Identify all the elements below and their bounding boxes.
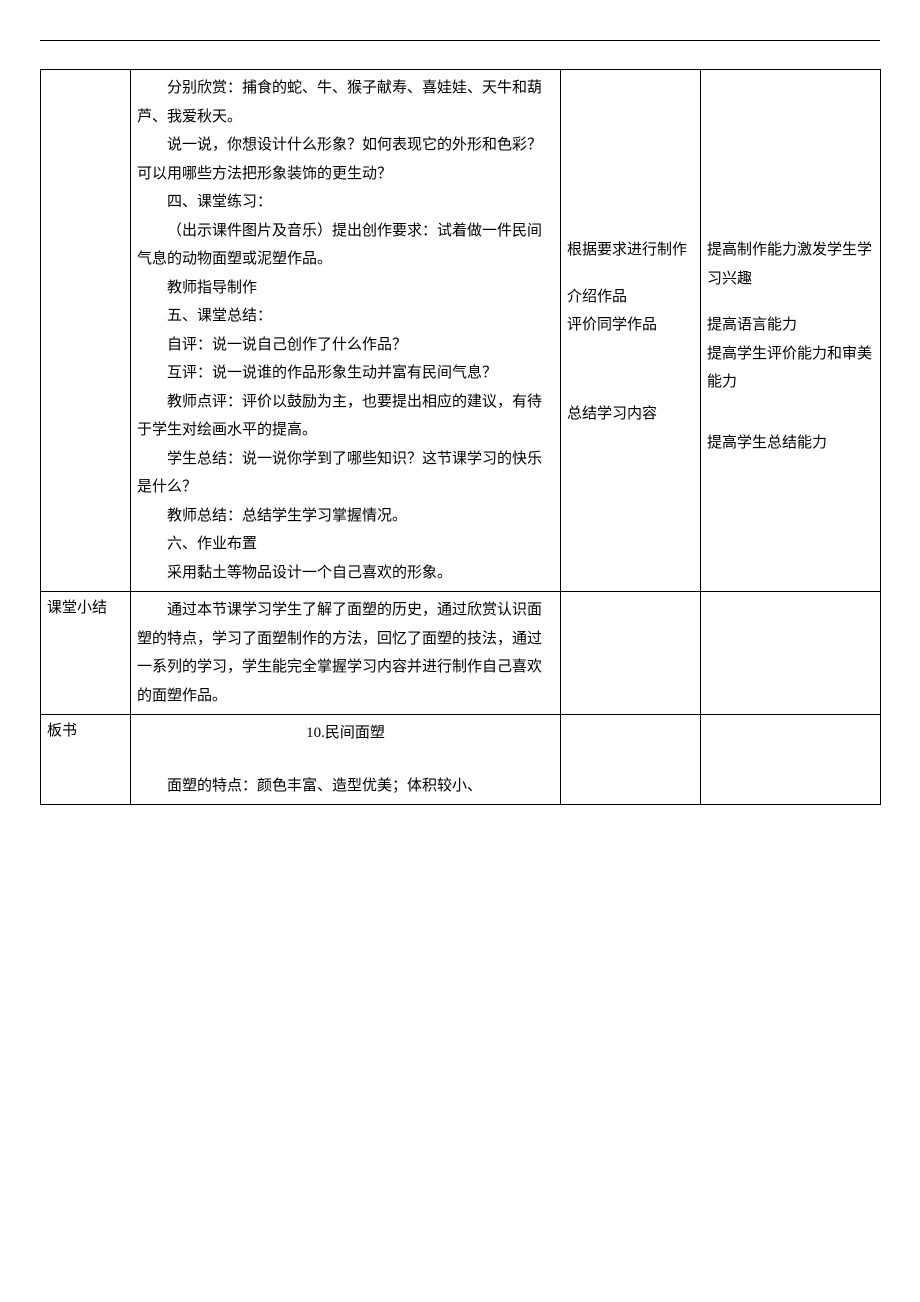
text: 教师指导制作 (137, 274, 554, 303)
table-row: 课堂小结 通过本节课学习学生了解了面塑的历史，通过欣赏认识面塑的特点，学习了面塑… (41, 592, 881, 715)
board-label: 板书 (41, 715, 131, 805)
text: 10.民间面塑 (306, 725, 385, 741)
text: 提高制作能力激发学生学习兴趣 (707, 236, 874, 293)
spacer (567, 340, 694, 358)
board-col3 (561, 715, 701, 805)
text: 互评：说一说谁的作品形象生动并富有民间气息？ (167, 365, 497, 381)
board-col4 (701, 715, 881, 805)
text: 总结学习内容 (567, 406, 657, 422)
text: （出示课件图片及音乐）提出创作要求：试着做一件民间气息的动物面塑或泥塑作品。 (137, 223, 542, 268)
text: 提高学生总结能力 (707, 429, 874, 458)
summary-content: 通过本节课学习学生了解了面塑的历史，通过欣赏认识面塑的特点，学习了面塑制作的方法… (131, 592, 561, 715)
text: 采用黏土等物品设计一个自己喜欢的形象。 (167, 565, 452, 581)
spacer (137, 748, 554, 772)
text: 根据要求进行制作 (567, 242, 687, 258)
spacer (567, 74, 694, 236)
text: 采用黏土等物品设计一个自己喜欢的形象。 (137, 559, 554, 588)
text: 分别欣赏：捕食的蛇、牛、猴子献寿、喜娃娃、天牛和葫芦、我爱秋天。 (137, 80, 542, 125)
spacer (567, 265, 694, 283)
top-rule (40, 40, 880, 41)
text: 面塑的特点：颜色丰富、造型优美；体积较小、 (167, 778, 482, 794)
text: 根据要求进行制作 (567, 236, 694, 265)
lesson-table: 分别欣赏：捕食的蛇、牛、猴子献寿、喜娃娃、天牛和葫芦、我爱秋天。 说一说，你想设… (40, 69, 881, 805)
text: 教师指导制作 (167, 280, 257, 296)
table-row: 分别欣赏：捕食的蛇、牛、猴子献寿、喜娃娃、天牛和葫芦、我爱秋天。 说一说，你想设… (41, 70, 881, 592)
spacer (707, 293, 874, 311)
text: 评价同学作品 (567, 311, 694, 340)
heading: 六、作业布置 (137, 530, 554, 559)
text: 板书 (47, 723, 77, 739)
text: 提高学生评价能力和审美能力 (707, 340, 874, 397)
spacer (707, 74, 874, 236)
row1-design-intent: 提高制作能力激发学生学习兴趣 提高语言能力 提高学生评价能力和审美能力 提高学生… (701, 70, 881, 592)
text: 提高语言能力 (707, 311, 874, 340)
text: 面塑的特点：颜色丰富、造型优美；体积较小、 (137, 772, 554, 801)
page: 分别欣赏：捕食的蛇、牛、猴子献寿、喜娃娃、天牛和葫芦、我爱秋天。 说一说，你想设… (40, 40, 880, 805)
text: （出示课件图片及音乐）提出创作要求：试着做一件民间气息的动物面塑或泥塑作品。 (137, 217, 554, 274)
board-content: 10.民间面塑 面塑的特点：颜色丰富、造型优美；体积较小、 (131, 715, 561, 805)
heading: 五、课堂总结： (137, 302, 554, 331)
text: 教师总结：总结学生学习掌握情况。 (167, 508, 407, 524)
text: 总结学习内容 (567, 400, 694, 429)
row1-content: 分别欣赏：捕食的蛇、牛、猴子献寿、喜娃娃、天牛和葫芦、我爱秋天。 说一说，你想设… (131, 70, 561, 592)
text: 学生总结：说一说你学到了哪些知识？这节课学习的快乐是什么？ (137, 451, 542, 496)
summary-col3 (561, 592, 701, 715)
text: 互评：说一说谁的作品形象生动并富有民间气息？ (137, 359, 554, 388)
text: 自评：说一说自己创作了什么作品？ (137, 331, 554, 360)
text: 提高制作能力激发学生学习兴趣 (707, 242, 872, 287)
board-title: 10.民间面塑 (137, 719, 554, 748)
text: 分别欣赏：捕食的蛇、牛、猴子献寿、喜娃娃、天牛和葫芦、我爱秋天。 (137, 74, 554, 131)
text: 教师总结：总结学生学习掌握情况。 (137, 502, 554, 531)
text: 五、课堂总结： (167, 308, 272, 324)
summary-label: 课堂小结 (41, 592, 131, 715)
text: 自评：说一说自己创作了什么作品？ (167, 337, 407, 353)
text: 通过本节课学习学生了解了面塑的历史，通过欣赏认识面塑的特点，学习了面塑制作的方法… (137, 602, 542, 704)
text: 介绍作品 (567, 283, 694, 312)
text: 教师点评：评价以鼓励为主，也要提出相应的建议，有待于学生对绘画水平的提高。 (137, 394, 542, 439)
text: 说一说，你想设计什么形象？如何表现它的外形和色彩？可以用哪些方法把形象装饰的更生… (137, 131, 554, 188)
text: 提高学生评价能力和审美能力 (707, 346, 872, 391)
text: 介绍作品 (567, 289, 627, 305)
text: 课堂小结 (47, 600, 107, 616)
text: 四、课堂练习： (167, 194, 272, 210)
row1-label (41, 70, 131, 592)
text: 教师点评：评价以鼓励为主，也要提出相应的建议，有待于学生对绘画水平的提高。 (137, 388, 554, 445)
text: 提高学生总结能力 (707, 435, 827, 451)
text: 提高语言能力 (707, 317, 797, 333)
spacer (567, 358, 694, 400)
row1-student-activity: 根据要求进行制作 介绍作品 评价同学作品 总结学习内容 (561, 70, 701, 592)
text: 学生总结：说一说你学到了哪些知识？这节课学习的快乐是什么？ (137, 445, 554, 502)
spacer (707, 397, 874, 429)
text: 通过本节课学习学生了解了面塑的历史，通过欣赏认识面塑的特点，学习了面塑制作的方法… (137, 596, 554, 710)
summary-col4 (701, 592, 881, 715)
text: 说一说，你想设计什么形象？如何表现它的外形和色彩？可以用哪些方法把形象装饰的更生… (137, 137, 542, 182)
heading: 四、课堂练习： (137, 188, 554, 217)
text: 评价同学作品 (567, 317, 657, 333)
text: 六、作业布置 (167, 536, 257, 552)
table-row: 板书 10.民间面塑 面塑的特点：颜色丰富、造型优美；体积较小、 (41, 715, 881, 805)
